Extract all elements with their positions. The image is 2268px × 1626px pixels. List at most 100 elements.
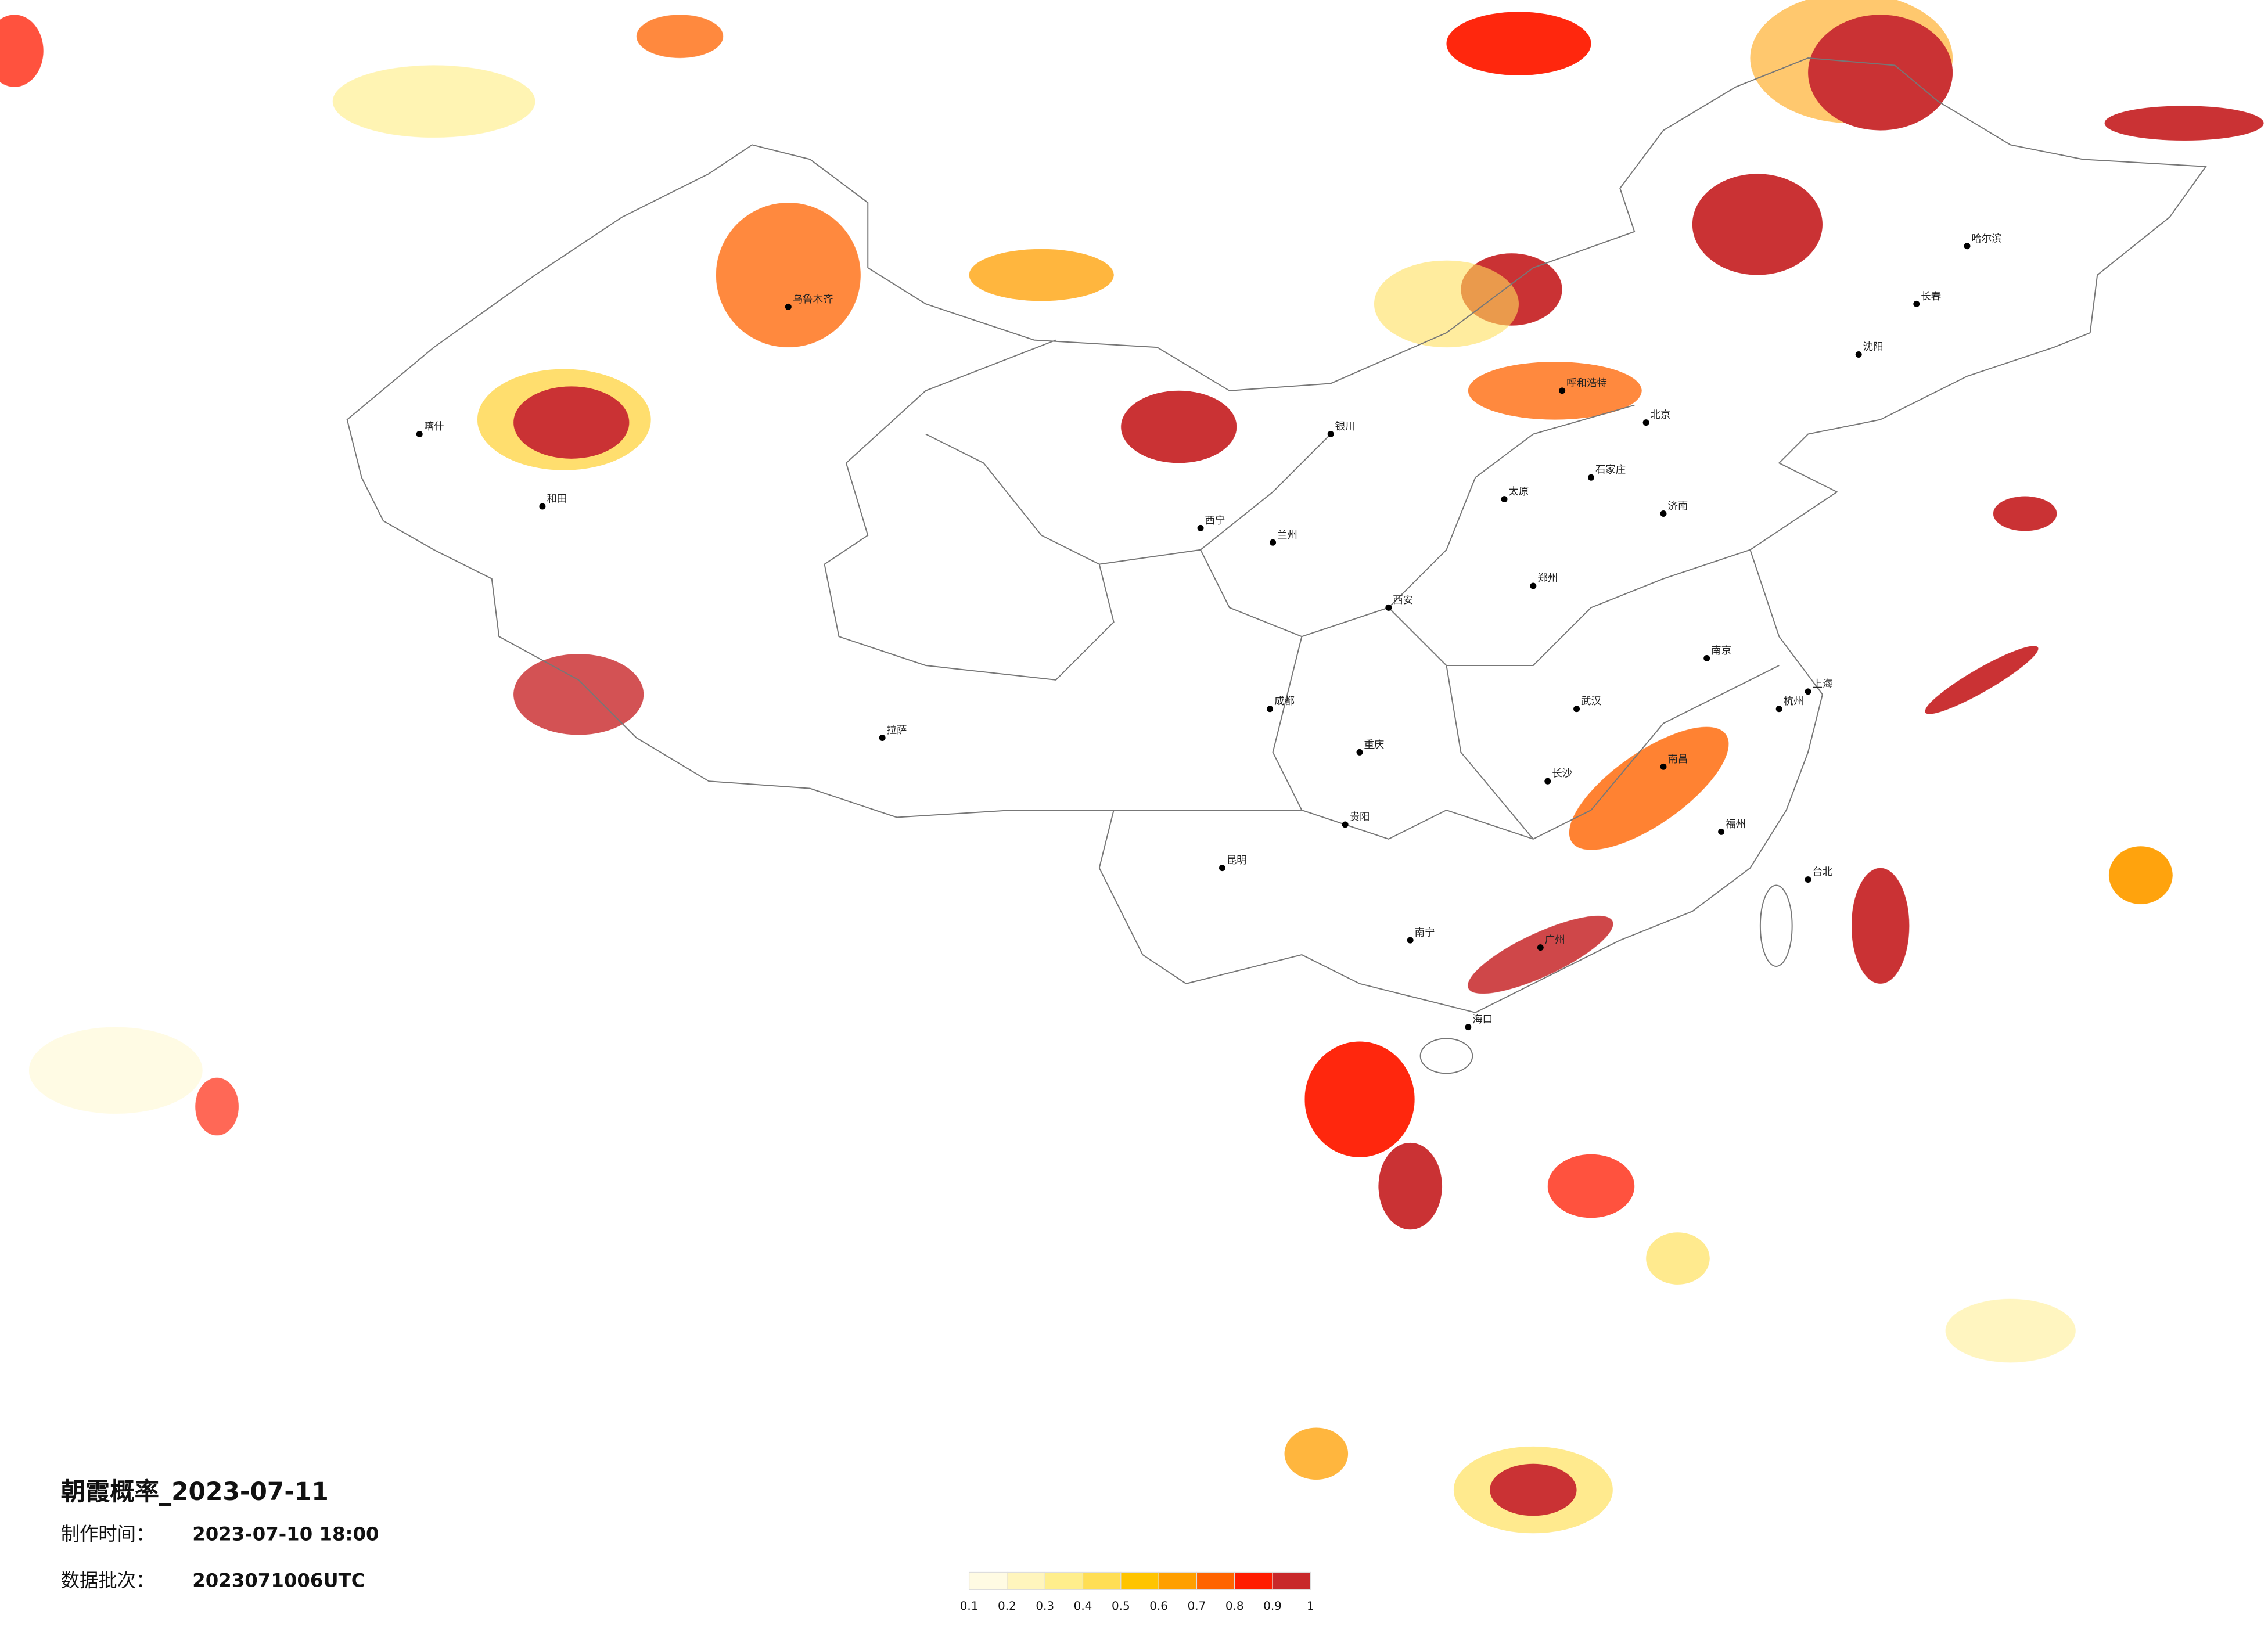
- city-dot: [1587, 474, 1594, 481]
- city-dot: [539, 503, 546, 510]
- city-label: 昆明: [1227, 855, 1247, 866]
- city-dot: [1537, 944, 1544, 951]
- legend-label: 0.4: [1074, 1599, 1092, 1613]
- legend-swatch: [1158, 1571, 1198, 1590]
- legend-label: 0.6: [1149, 1599, 1168, 1613]
- blob: [1284, 1427, 1349, 1480]
- province-border: [824, 339, 1780, 840]
- legend-label: 0.5: [1112, 1599, 1130, 1613]
- blob: [716, 203, 861, 348]
- batch-label: 数据批次：: [61, 1569, 155, 1591]
- city-dot: [879, 735, 886, 741]
- city-dot: [1775, 706, 1782, 713]
- taiwan: [1759, 884, 1793, 967]
- city-label: 重庆: [1364, 739, 1384, 751]
- legend-label: 0.3: [1036, 1599, 1054, 1613]
- legend-label: 0.8: [1225, 1599, 1244, 1613]
- city-dot: [1465, 1024, 1472, 1031]
- city-label: 贵阳: [1350, 811, 1370, 823]
- blob: [1374, 260, 1519, 348]
- city-dot: [1964, 243, 1971, 250]
- blob: [332, 65, 535, 138]
- city-label: 喀什: [424, 421, 444, 433]
- city-label: 银川: [1335, 421, 1356, 433]
- city-dot: [1855, 351, 1862, 358]
- blob: [2104, 106, 2264, 141]
- legend-swatch: [968, 1571, 1008, 1590]
- city-dot: [1660, 763, 1667, 770]
- blob: [195, 1077, 239, 1136]
- city-label: 济南: [1667, 501, 1688, 512]
- city-dot: [1270, 539, 1277, 546]
- made-time: 2023-07-10 18:00: [192, 1523, 379, 1545]
- blob: [1468, 916, 1613, 994]
- map-title: 朝霞概率_2023-07-11: [61, 1477, 329, 1506]
- blob: [969, 249, 1114, 301]
- city-label: 石家庄: [1595, 465, 1626, 476]
- blob: [1304, 1041, 1415, 1157]
- legend-label: 0.1: [960, 1599, 979, 1613]
- batch: 2023071006UTC: [192, 1569, 365, 1591]
- blob: [1692, 174, 1823, 275]
- city-label: 南宁: [1415, 927, 1435, 939]
- city-label: 成都: [1274, 696, 1295, 707]
- city-label: 武汉: [1581, 696, 1601, 707]
- city-label: 西安: [1393, 595, 1413, 606]
- blob: [1378, 1142, 1442, 1230]
- legend-swatch: [1196, 1571, 1235, 1590]
- city-dot: [1544, 778, 1551, 785]
- city-dot: [1913, 300, 1920, 307]
- blob: [636, 15, 724, 58]
- blob: [1851, 868, 1910, 984]
- city-label: 乌鲁木齐: [793, 294, 833, 305]
- blob: [1925, 646, 2039, 714]
- city-label: 海口: [1472, 1014, 1493, 1026]
- city-dot: [1559, 387, 1566, 394]
- blob: [513, 654, 644, 735]
- city-dot: [1703, 655, 1710, 662]
- city-dot: [1342, 821, 1349, 828]
- blob: [1121, 390, 1237, 463]
- city-dot: [1197, 524, 1204, 531]
- hainan: [1419, 1038, 1473, 1074]
- blob: [1646, 1232, 1710, 1285]
- city-label: 哈尔滨: [1971, 233, 2001, 244]
- city-dot: [1219, 865, 1225, 872]
- city-label: 兰州: [1277, 530, 1297, 541]
- city-label: 广州: [1545, 934, 1565, 946]
- blob: [1569, 726, 1729, 850]
- city-label: 拉萨: [887, 725, 907, 736]
- city-dot: [1642, 419, 1649, 426]
- legend: 0.1 0.2 0.3 0.4 0.5 0.6 0.7 0.8 0.9 1: [960, 1571, 1314, 1613]
- blob: [0, 15, 44, 87]
- legend-swatch: [1120, 1571, 1159, 1590]
- city-label: 沈阳: [1863, 341, 1884, 353]
- city-label: 郑州: [1537, 573, 1558, 585]
- legend-label: 0.7: [1188, 1599, 1206, 1613]
- legend-swatch: [1272, 1571, 1311, 1590]
- city-dot: [1356, 749, 1363, 756]
- city-label: 台北: [1813, 866, 1833, 878]
- city-dot: [1718, 828, 1725, 835]
- city-label: 太原: [1509, 486, 1529, 498]
- blob: [513, 386, 630, 459]
- city-label: 福州: [1726, 819, 1746, 830]
- blob: [1945, 1298, 2076, 1363]
- blob: [1468, 361, 1642, 420]
- legend-label: 1: [1307, 1599, 1314, 1613]
- city-dot: [1385, 604, 1392, 611]
- city-dot: [1501, 496, 1508, 503]
- city-label: 北京: [1651, 409, 1671, 421]
- borders: [346, 57, 2207, 1074]
- city-label: 上海: [1813, 678, 1833, 690]
- city-label: 长沙: [1552, 768, 1572, 780]
- city-dot: [1805, 688, 1811, 695]
- made-label: 制作时间：: [61, 1523, 155, 1545]
- city-dot: [785, 303, 792, 310]
- city-label: 和田: [547, 494, 567, 505]
- legend-swatch: [1044, 1571, 1084, 1590]
- city-dot: [1660, 510, 1667, 517]
